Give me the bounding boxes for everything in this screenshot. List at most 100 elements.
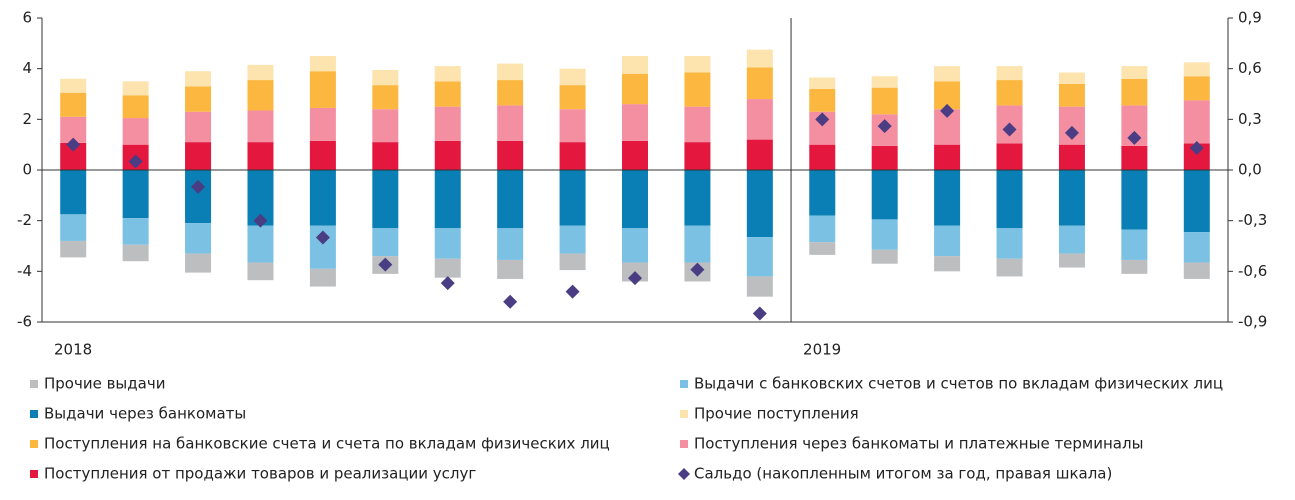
diamond-marker	[440, 276, 455, 291]
bar-segment	[996, 143, 1023, 170]
bar-segment	[809, 170, 836, 216]
bar-segment	[309, 56, 336, 72]
legend-label: Поступления от продажи товаров и реализа…	[44, 465, 476, 483]
bar-segment	[1121, 145, 1148, 170]
bar-segment	[934, 66, 961, 82]
legend-label: Выдачи с банковских счетов и счетов по в…	[694, 375, 1223, 393]
diamond-marker	[1002, 122, 1017, 137]
x-tick-label: 2018	[54, 341, 92, 359]
legend-marker	[30, 380, 38, 388]
bar-segment	[434, 258, 461, 278]
legend-marker	[680, 380, 688, 388]
bar-segment	[559, 109, 586, 143]
legend-label: Выдачи через банкоматы	[44, 405, 246, 423]
bar-segment	[60, 170, 87, 215]
bar-segment	[871, 219, 898, 250]
bar-segment	[247, 110, 274, 143]
bar-segment	[871, 145, 898, 170]
bar-segment	[497, 80, 524, 106]
bar-segment	[60, 214, 87, 241]
bar-segment	[309, 268, 336, 287]
bar-segment	[122, 218, 149, 245]
diamond-marker	[315, 230, 330, 245]
bar-segment	[684, 170, 711, 226]
bar-segment	[684, 72, 711, 107]
y2-tick-label: -0,6	[1238, 262, 1267, 280]
bar-segment	[247, 262, 274, 281]
y-tick-label: 4	[22, 59, 32, 77]
bar-segment	[372, 109, 399, 143]
diamond-marker	[1127, 130, 1142, 145]
bar-segment	[1058, 83, 1085, 107]
bar-segment	[309, 140, 336, 170]
diamond-marker	[565, 284, 580, 299]
bar-segment	[1058, 170, 1085, 226]
legend-marker	[30, 410, 38, 418]
bar-segment	[996, 66, 1023, 81]
bar-segment	[684, 106, 711, 143]
y2-tick-label: 0,0	[1238, 161, 1262, 179]
bar-segment	[1121, 78, 1148, 106]
bar-segment	[309, 170, 336, 226]
bar-segment	[1121, 66, 1148, 79]
bar-segment	[122, 95, 149, 119]
bar-segment	[809, 88, 836, 112]
bar-segment	[60, 92, 87, 117]
bar-segment	[372, 85, 399, 110]
diamond-marker	[690, 262, 705, 277]
y2-tick-label: 0,6	[1238, 59, 1262, 77]
bar-segment	[622, 170, 648, 229]
diamond-marker	[253, 213, 268, 228]
bar-segment	[247, 225, 274, 263]
bar-segment	[871, 170, 898, 220]
bar-segment	[622, 140, 648, 170]
bar-segment	[122, 244, 149, 262]
legend-label: Прочие поступления	[694, 405, 859, 423]
legend-marker	[30, 440, 38, 448]
y-tick-label: 2	[22, 110, 32, 128]
diamond-marker	[1064, 125, 1079, 140]
bar-segment	[746, 67, 773, 100]
bar-segment	[185, 71, 212, 87]
bar-segment	[809, 144, 836, 170]
bar-segment	[497, 140, 524, 170]
diamond-marker	[1189, 141, 1204, 156]
bar-segment	[1183, 76, 1210, 101]
x-tick-label: 2019	[803, 341, 841, 359]
bar-segment	[247, 142, 274, 170]
bar-segment	[622, 56, 648, 74]
legend-marker	[678, 468, 690, 480]
bar-segment	[122, 81, 149, 96]
bar-segment	[60, 78, 87, 93]
bar-segment	[122, 118, 149, 145]
diamond-marker	[815, 112, 830, 127]
bar-segment	[497, 170, 524, 229]
diamond-marker	[128, 154, 143, 169]
bar-segment	[1183, 262, 1210, 279]
bar-segment	[434, 81, 461, 107]
legend-label: Поступления на банковские счета и счета …	[44, 435, 610, 453]
bar-segment	[434, 140, 461, 170]
y2-tick-label: -0,3	[1238, 211, 1267, 229]
legend-label: Прочие выдачи	[44, 375, 165, 393]
bar-segment	[1183, 62, 1210, 77]
bar-segment	[746, 99, 773, 140]
bar-segment	[185, 142, 212, 170]
legend-marker	[30, 470, 38, 478]
bar-segment	[684, 142, 711, 170]
bar-segment	[497, 63, 524, 81]
bar-segment	[559, 85, 586, 110]
bar-segment	[434, 106, 461, 141]
bar-segment	[996, 258, 1023, 277]
bar-segment	[559, 225, 586, 254]
bar-segment	[1121, 170, 1148, 230]
diamond-marker	[66, 137, 81, 152]
bar-segment	[934, 256, 961, 272]
bar-segment	[497, 259, 524, 279]
diamond-marker	[877, 119, 892, 134]
bar-segment	[372, 228, 399, 257]
bar-segment	[1058, 225, 1085, 254]
bar-segment	[746, 170, 773, 238]
bar-segment	[746, 49, 773, 68]
